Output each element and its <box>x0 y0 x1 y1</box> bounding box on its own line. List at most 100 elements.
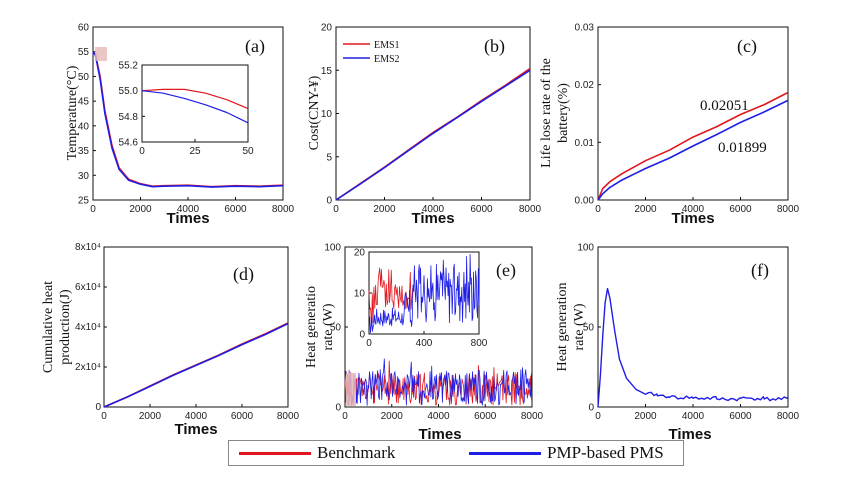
panel-c-xtick-label: 4000 <box>682 204 705 215</box>
panel-c-ylabel-line1: Life lose rate of the <box>539 58 554 168</box>
panel-f-ytick-label: 100 <box>577 243 594 254</box>
panel-e-inset-xtick-label: 400 <box>416 338 433 349</box>
panel-b-ytick-label: 15 <box>321 66 333 77</box>
panel-d-xtick-label: 4000 <box>185 411 208 422</box>
panel-e-ytick-label: 50 <box>330 323 342 334</box>
panel-f-label: (f) <box>751 260 769 281</box>
panel-e-inset-xtick-label: 800 <box>471 338 488 349</box>
panel-a-inset-xtick-label: 25 <box>189 146 201 157</box>
panel-e-ytick-label: 100 <box>324 243 341 254</box>
panel-c-label: (c) <box>737 36 757 57</box>
panel-c-ytick-label: 0.03 <box>575 23 595 34</box>
panel-c-xlabel: Times <box>671 210 714 227</box>
panel-f-xtick-label: 4000 <box>682 411 705 422</box>
panel-a-ytick-label: 30 <box>78 171 90 182</box>
panel-e-inset-ticks: 0 400 800 0 10 20 <box>354 248 488 350</box>
panel-a-ytick-label: 35 <box>78 146 90 157</box>
panel-d-ytick-label: 6x10⁴ <box>75 282 101 293</box>
panel-f-ylabel-line1: Heat generation <box>555 282 570 371</box>
panel-d-ytick-label: 8x10⁴ <box>75 242 101 253</box>
panel-d-series-pmp <box>103 322 289 408</box>
legend-benchmark-label: Benchmark <box>317 443 396 462</box>
panel-f-ylabel-line2: rate (W) <box>572 303 587 350</box>
panel-c-ytick-label: 0.00 <box>575 196 595 207</box>
panel-f-ticks: 0 2000 4000 6000 8000 0 50 100 <box>577 243 799 423</box>
panel-a-inset-ytick-label: 55.0 <box>119 86 139 97</box>
panel-b-ticks: 0 2000 4000 6000 8000 0 5 10 15 20 <box>321 23 542 216</box>
panel-a-ticks: 0 2000 4000 6000 8000 25 30 35 40 45 50 55 60 <box>78 23 295 216</box>
panel-e-inset-series-pmp <box>368 253 480 334</box>
panel-a-xtick-label: 2000 <box>129 204 152 215</box>
legend-pmp-line <box>469 451 541 455</box>
panel-f-xtick-label: 6000 <box>729 411 752 422</box>
panel-c-series-pmp <box>597 99 789 201</box>
panel-d-ytick-label: 2x10⁴ <box>75 362 101 373</box>
panel-e-label: (e) <box>496 260 516 281</box>
panel-a-ytick-label: 55 <box>78 47 90 58</box>
panel-c-lines <box>597 91 789 201</box>
figure-legend: Benchmark PMP-based PMS <box>228 440 684 466</box>
panel-a-xtick-label: 6000 <box>224 204 247 215</box>
panel-e-xtick-label: 2000 <box>381 411 404 422</box>
panel-d-lines <box>103 322 289 408</box>
panel-e-inset-frame <box>368 251 480 335</box>
panel-f-ytick-label: 50 <box>583 323 595 334</box>
panel-c-annotation-benchmark: 0.02051 <box>700 98 749 114</box>
panel-c-annotation-pmp: 0.01899 <box>718 140 767 156</box>
panel-f-xtick-label: 0 <box>595 411 601 422</box>
panel-a-ytick-label: 50 <box>78 72 90 83</box>
panel-b-legend: EMS1 EMS2 <box>343 40 400 65</box>
panel-e-series-pmp <box>344 358 532 406</box>
panel-e-inset-lines <box>368 253 480 334</box>
legend-item-benchmark: Benchmark <box>239 443 395 463</box>
panel-e-xtick-label: 4000 <box>427 411 450 422</box>
panel-a-inset-frame <box>141 64 249 143</box>
panel-b-label: (b) <box>484 36 505 57</box>
panel-d-xtick-label: 6000 <box>231 411 254 422</box>
panel-d-ticks: 0 2000 4000 6000 8000 0 2x10⁴ 4x10⁴ 6x10⁴ 8x10⁴ <box>75 242 300 422</box>
panel-d-ytick-label: 0 <box>95 402 101 413</box>
panel-a-inset-series-pmp <box>141 90 249 124</box>
panel-a-ytick-label: 45 <box>78 97 90 108</box>
panel-a-xlabel: Times <box>166 210 209 227</box>
legend-pmp-label: PMP-based PMS <box>547 443 664 462</box>
panel-a-inset-xtick-label: 0 <box>139 146 145 157</box>
panel-e-inset-series-benchmark <box>368 267 414 327</box>
panel-e-lines <box>344 358 532 406</box>
panel-b-xtick-label: 4000 <box>422 204 445 215</box>
panel-f-xlabel: Times <box>668 426 711 443</box>
panel-b-lines <box>335 67 531 201</box>
panel-d-xtick-label: 2000 <box>139 411 162 422</box>
panel-a-xtick-label: 8000 <box>272 204 295 215</box>
panel-a-inset-xtick-label: 50 <box>242 146 254 157</box>
panel-b-xtick-label: 8000 <box>519 204 542 215</box>
panel-b-xtick-label: 0 <box>333 204 339 215</box>
panel-d-xtick-label: 8000 <box>277 411 300 422</box>
legend-ems1-label: EMS1 <box>374 40 400 51</box>
panel-d-ylabel-line2: production(J) <box>58 289 73 365</box>
panel-a-inset-ytick-label: 54.8 <box>119 112 139 123</box>
legend-benchmark-line <box>239 451 311 455</box>
panel-b-ytick-label: 10 <box>321 109 333 120</box>
panel-f-series-pmp <box>597 287 789 408</box>
panel-e-xlabel: Times <box>418 426 461 443</box>
panel-d: 0 2000 4000 6000 8000 0 2x10⁴ 4x10⁴ 6x10⁴ 8x10⁴ (… <box>41 242 300 438</box>
panel-c-xtick-label: 8000 <box>777 204 800 215</box>
panel-a-lines <box>92 51 284 188</box>
panel-f-xtick-label: 2000 <box>634 411 657 422</box>
panel-a-xtick-label: 4000 <box>177 204 200 215</box>
panel-c-ticks: 0 2000 4000 6000 8000 0.00 0.01 0.02 0.03 <box>575 23 800 216</box>
panel-e-ylabel-line1: Heat generatio <box>304 286 319 368</box>
panel-e-zoom-region <box>346 373 356 406</box>
panel-c-ytick-label: 0.01 <box>575 138 595 149</box>
panel-b-xtick-label: 6000 <box>470 204 493 215</box>
panel-b-xlabel: Times <box>411 210 454 227</box>
panel-e-xtick-label: 0 <box>342 411 348 422</box>
legend-item-pmp: PMP-based PMS <box>469 443 664 463</box>
panel-f: 0 2000 4000 6000 8000 0 50 100 (f) Times Heat g… <box>555 243 800 444</box>
